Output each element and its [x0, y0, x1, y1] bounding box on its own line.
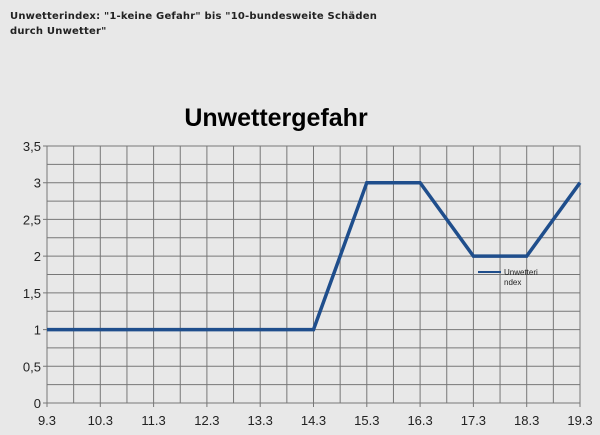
x-tick-label: 17.3	[461, 413, 486, 428]
y-tick-label: 3	[34, 176, 41, 191]
x-tick-label: 11.3	[141, 413, 165, 428]
x-tick-label: 10.3	[88, 413, 113, 428]
y-tick-label: 0	[34, 396, 41, 411]
x-tick-label: 19.3	[567, 413, 592, 428]
y-tick-label: 1,5	[23, 286, 41, 301]
legend: Unwetterindex	[478, 268, 538, 287]
grid	[43, 145, 581, 407]
y-tick-label: 0,5	[23, 359, 41, 374]
chart-note: Unwetterindex: "1-keine Gefahr" bis "10-…	[10, 11, 378, 37]
x-tick-label: 18.3	[514, 413, 539, 428]
legend-label: Unwetteri	[504, 268, 538, 277]
x-tick-label: 15.3	[354, 413, 379, 428]
x-tick-label: 14.3	[301, 413, 326, 428]
axes: 0 0,5 1 1,5 2 2,5 3 3,5 9.3 10.3 11.3 12.3 13.3 14.3 1…	[23, 139, 593, 428]
x-tick-label: 9.3	[38, 413, 56, 428]
chart-title: Unwettergefahr	[184, 104, 368, 132]
x-tick-label: 12.3	[194, 413, 219, 428]
series	[46, 180, 582, 332]
y-tick-label: 3,5	[23, 139, 41, 154]
y-tick-label: 2	[34, 249, 41, 264]
y-tick-label: 2,5	[23, 212, 41, 227]
x-tick-label: 13.3	[248, 413, 273, 428]
y-tick-label: 1	[34, 323, 41, 338]
x-tick-label: 16.3	[407, 413, 432, 428]
legend-label: ndex	[504, 278, 521, 287]
